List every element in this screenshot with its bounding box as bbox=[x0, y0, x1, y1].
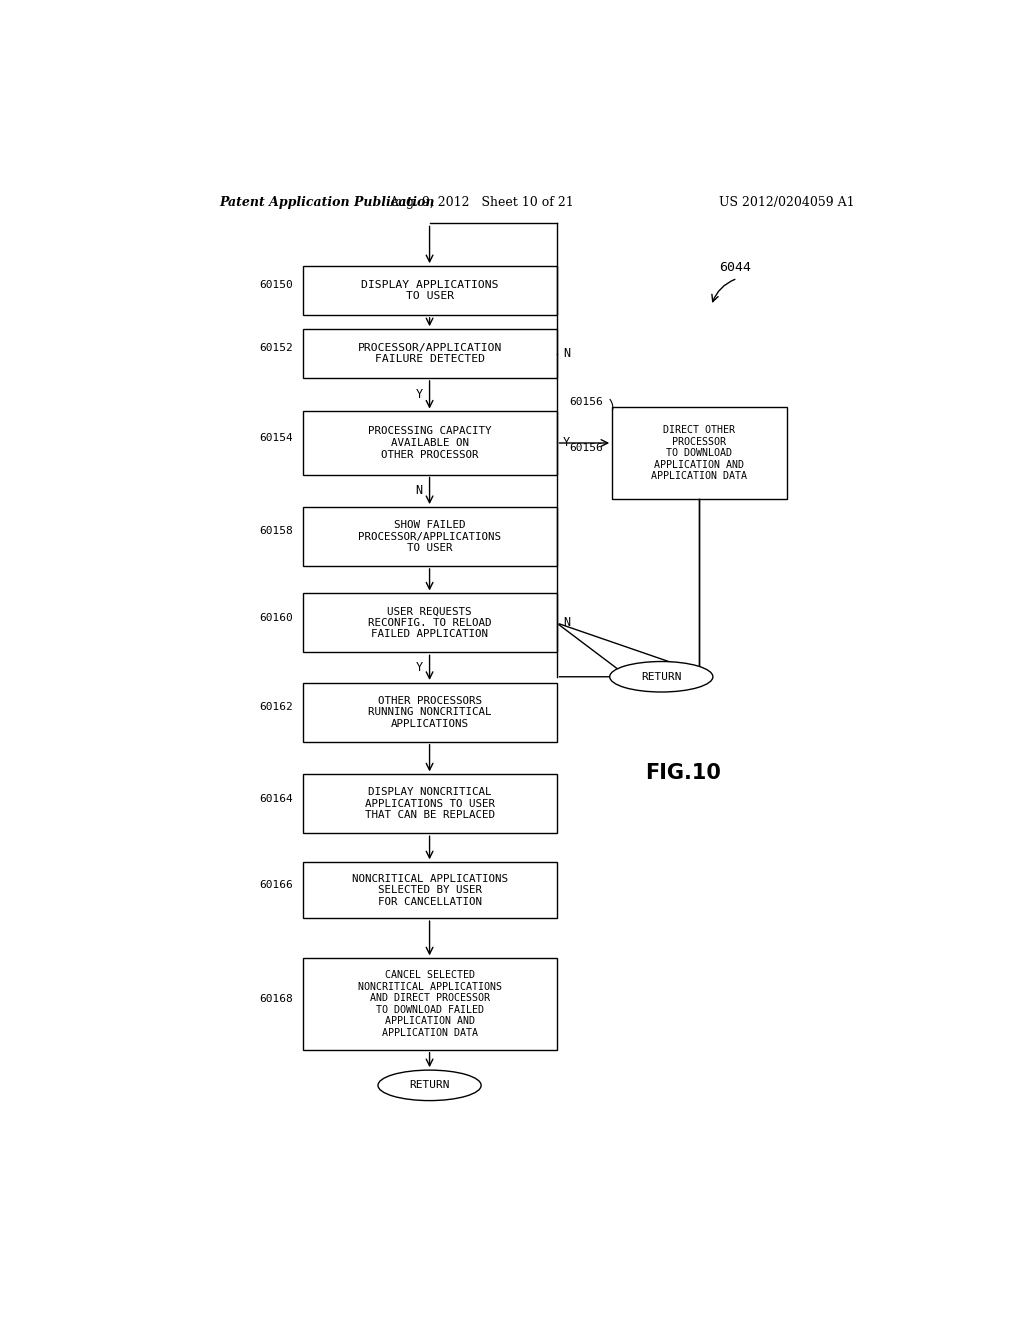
Text: FIG.10: FIG.10 bbox=[645, 763, 722, 783]
FancyBboxPatch shape bbox=[303, 267, 557, 315]
Text: 60158: 60158 bbox=[259, 527, 293, 536]
FancyBboxPatch shape bbox=[303, 862, 557, 919]
Text: 60156: 60156 bbox=[568, 444, 602, 453]
Text: 60168: 60168 bbox=[259, 994, 293, 1005]
Text: Aug. 9, 2012   Sheet 10 of 21: Aug. 9, 2012 Sheet 10 of 21 bbox=[389, 195, 573, 209]
Text: 60160: 60160 bbox=[259, 612, 293, 623]
Text: N: N bbox=[416, 484, 423, 498]
Text: PROCESSING CAPACITY
AVAILABLE ON
OTHER PROCESSOR: PROCESSING CAPACITY AVAILABLE ON OTHER P… bbox=[368, 426, 492, 459]
FancyBboxPatch shape bbox=[303, 682, 557, 742]
Text: DISPLAY NONCRITICAL
APPLICATIONS TO USER
THAT CAN BE REPLACED: DISPLAY NONCRITICAL APPLICATIONS TO USER… bbox=[365, 787, 495, 821]
Text: N: N bbox=[563, 616, 570, 630]
Text: USER REQUESTS
RECONFIG. TO RELOAD
FAILED APPLICATION: USER REQUESTS RECONFIG. TO RELOAD FAILED… bbox=[368, 606, 492, 639]
Text: 60154: 60154 bbox=[259, 433, 293, 444]
Text: RETURN: RETURN bbox=[410, 1080, 450, 1090]
FancyBboxPatch shape bbox=[303, 775, 557, 833]
Text: Y: Y bbox=[563, 437, 570, 450]
Text: Y: Y bbox=[416, 661, 423, 675]
Text: 60156: 60156 bbox=[568, 397, 602, 408]
Text: 60166: 60166 bbox=[259, 880, 293, 890]
FancyBboxPatch shape bbox=[612, 408, 786, 499]
Text: N: N bbox=[563, 347, 570, 360]
Ellipse shape bbox=[609, 661, 713, 692]
Ellipse shape bbox=[378, 1071, 481, 1101]
Text: NONCRITICAL APPLICATIONS
SELECTED BY USER
FOR CANCELLATION: NONCRITICAL APPLICATIONS SELECTED BY USE… bbox=[351, 874, 508, 907]
FancyBboxPatch shape bbox=[303, 329, 557, 378]
FancyBboxPatch shape bbox=[303, 412, 557, 474]
Text: 60150: 60150 bbox=[259, 280, 293, 290]
Text: Y: Y bbox=[416, 388, 423, 401]
FancyBboxPatch shape bbox=[303, 507, 557, 566]
Text: Patent Application Publication: Patent Application Publication bbox=[219, 195, 435, 209]
Text: SHOW FAILED
PROCESSOR/APPLICATIONS
TO USER: SHOW FAILED PROCESSOR/APPLICATIONS TO US… bbox=[358, 520, 501, 553]
Text: DIRECT OTHER
PROCESSOR
TO DOWNLOAD
APPLICATION AND
APPLICATION DATA: DIRECT OTHER PROCESSOR TO DOWNLOAD APPLI… bbox=[651, 425, 748, 482]
Text: 60164: 60164 bbox=[259, 793, 293, 804]
Text: 60152: 60152 bbox=[259, 343, 293, 354]
Text: US 2012/0204059 A1: US 2012/0204059 A1 bbox=[719, 195, 854, 209]
Text: RETURN: RETURN bbox=[641, 672, 682, 681]
Text: DISPLAY APPLICATIONS
TO USER: DISPLAY APPLICATIONS TO USER bbox=[360, 280, 499, 301]
FancyBboxPatch shape bbox=[303, 594, 557, 652]
Text: OTHER PROCESSORS
RUNNING NONCRITICAL
APPLICATIONS: OTHER PROCESSORS RUNNING NONCRITICAL APP… bbox=[368, 696, 492, 729]
Text: CANCEL SELECTED
NONCRITICAL APPLICATIONS
AND DIRECT PROCESSOR
TO DOWNLOAD FAILED: CANCEL SELECTED NONCRITICAL APPLICATIONS… bbox=[357, 970, 502, 1038]
Text: 60162: 60162 bbox=[259, 702, 293, 713]
Text: 6044: 6044 bbox=[719, 260, 752, 273]
FancyBboxPatch shape bbox=[303, 958, 557, 1049]
Text: PROCESSOR/APPLICATION
FAILURE DETECTED: PROCESSOR/APPLICATION FAILURE DETECTED bbox=[357, 343, 502, 364]
